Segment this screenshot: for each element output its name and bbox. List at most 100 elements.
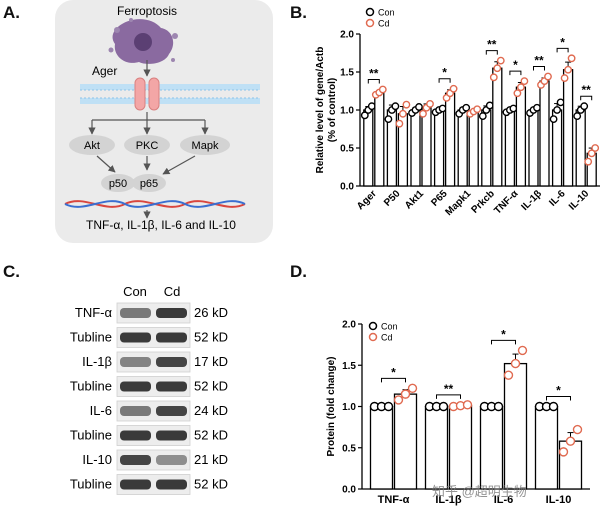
- data-point-cd: [407, 383, 418, 394]
- data-point-cd: [378, 85, 387, 94]
- data-point-cd: [493, 64, 502, 73]
- blot-row-label: Tubline: [70, 428, 112, 443]
- significance-mark: *: [556, 384, 561, 398]
- data-point-cd: [544, 72, 552, 81]
- mapk-node: [180, 135, 230, 155]
- y-axis-label: Protein (fold change): [326, 357, 337, 457]
- x-tick-label: IL-6: [547, 188, 568, 209]
- bar-con-2: [479, 405, 504, 490]
- blot-kd-label: 24 kD: [194, 403, 228, 418]
- blot-band: [156, 332, 187, 343]
- bar-con-0: [369, 405, 394, 490]
- data-point-cd: [572, 424, 583, 435]
- data-point-con: [438, 401, 449, 412]
- blot-band: [156, 406, 187, 416]
- significance-bracket: [485, 50, 498, 55]
- data-point-cd: [567, 54, 576, 63]
- cytokine-outcome: TNF-α, IL-1β, IL-6 and IL-10: [86, 218, 236, 232]
- bar-con-1: [424, 405, 449, 490]
- data-point-cd: [558, 447, 569, 457]
- p65-node: [132, 174, 166, 192]
- x-tick-label: TNF-α: [492, 188, 521, 217]
- data-point-cd: [513, 89, 522, 98]
- x-tick-label: IL-10: [567, 188, 592, 213]
- legend-label: Cd: [378, 19, 390, 29]
- data-point-cd: [560, 74, 569, 82]
- significance-bracket: [580, 95, 593, 101]
- bar-cd-6: [515, 86, 527, 187]
- x-tick-label: Prkcb: [469, 188, 496, 215]
- x-tick-label: Ager: [355, 188, 379, 212]
- y-tick-label: 1.0: [340, 106, 354, 117]
- blot-band: [156, 381, 187, 392]
- data-point-con: [415, 103, 423, 111]
- data-point-cd: [516, 83, 525, 92]
- data-point-cd: [395, 119, 404, 128]
- p65-label: p65: [140, 178, 158, 190]
- significance-mark: **: [444, 382, 454, 396]
- data-point-con: [438, 104, 447, 113]
- bar-cd-2: [503, 362, 528, 490]
- y-tick-label: 0.0: [342, 485, 356, 496]
- bar-con-5: [481, 109, 492, 187]
- data-point-cd: [489, 73, 498, 82]
- ager-label: Ager: [92, 64, 117, 78]
- data-point-cd: [496, 56, 505, 65]
- x-tick-label: Mapk1: [444, 188, 474, 218]
- western-blot-panel: Con Cd TNF-α 26 kD Tubline 52 kD IL-1β 17 kD Tub…: [70, 284, 228, 495]
- blot-band: [120, 357, 151, 367]
- blot-kd-label: 52 kD: [194, 428, 228, 443]
- significance-mark: *: [442, 66, 447, 80]
- watermark: 知乎 @超明生物: [432, 484, 527, 499]
- mapk-label: Mapk: [192, 140, 219, 152]
- significance-bracket: [438, 78, 451, 83]
- legend-marker-con: [365, 7, 375, 17]
- bar-cd-7: [539, 80, 550, 187]
- legend-label: Con: [381, 322, 398, 332]
- data-point-con: [548, 401, 559, 412]
- blot-row-label: IL-1β: [82, 354, 112, 369]
- data-point-cd: [564, 65, 572, 74]
- p50-node: [101, 174, 135, 192]
- akt-node: [69, 135, 115, 155]
- blot-row-label: TNF-α: [75, 305, 113, 320]
- bar-cd-8: [562, 69, 574, 187]
- significance-bracket: [546, 396, 571, 401]
- bar-cd-4: [468, 110, 479, 187]
- data-point-cd: [426, 100, 434, 108]
- significance-bracket: [367, 78, 380, 84]
- lane-label-cd: Cd: [164, 284, 181, 299]
- significance-mark: **: [582, 83, 592, 97]
- significance-mark: **: [534, 54, 544, 68]
- bar-con-3: [534, 405, 559, 490]
- blot-band: [156, 455, 187, 465]
- data-point-cd: [520, 77, 529, 86]
- x-tick-label: IL-6: [494, 494, 514, 506]
- data-point-con: [478, 112, 487, 120]
- bar-con-3: [433, 109, 445, 187]
- data-point-cd: [473, 105, 482, 114]
- y-tick-label: 1.5: [342, 361, 356, 372]
- blot-band: [120, 430, 151, 441]
- data-point-cd: [399, 109, 407, 118]
- blot-kd-label: 26 kD: [194, 305, 228, 320]
- blot-kd-label: 52 kD: [194, 379, 228, 394]
- panel-c-label: C.: [3, 262, 20, 281]
- data-point-cd: [419, 109, 427, 118]
- y-axis-title: Protein (fold change): [326, 357, 337, 457]
- x-tick-label: IL-1β: [519, 188, 544, 213]
- bar-cd-0: [393, 393, 418, 490]
- dna-helix-icon: [64, 200, 246, 208]
- bar-con-6: [504, 109, 516, 187]
- data-point-cd: [400, 389, 411, 399]
- y-tick-label: 0.5: [342, 443, 356, 454]
- panel-a-label: A.: [3, 3, 20, 22]
- data-point-con: [384, 115, 393, 124]
- y-axis-title: Relative level of gene/Actb (% of control…: [315, 47, 338, 174]
- panel-b-label: B.: [290, 3, 307, 22]
- bar-con-2: [410, 109, 421, 187]
- data-point-cd: [510, 358, 521, 369]
- y-tick-label: 0.5: [340, 144, 354, 155]
- significance-bracket: [533, 66, 545, 71]
